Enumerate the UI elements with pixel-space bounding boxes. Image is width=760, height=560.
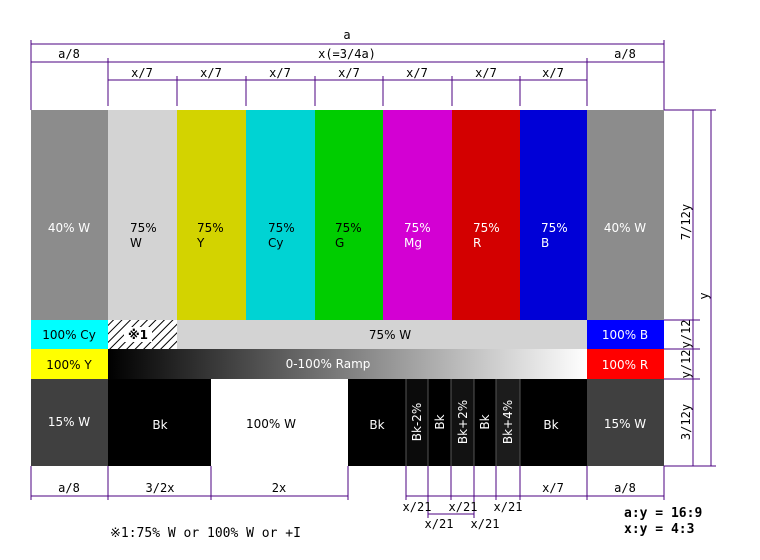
cyan100-label: 100% Cy (42, 328, 96, 342)
dim-label-a: a (343, 28, 350, 42)
red100-label: 100% R (602, 358, 648, 372)
footnote-note1: ※1:75% W or 100% W or +I (110, 526, 301, 541)
note1-label-bg (124, 327, 152, 342)
bar-label-magenta75-name: Mg (404, 236, 422, 250)
bar-blue75 (520, 110, 587, 320)
bar-magenta75 (383, 110, 452, 320)
white100-block (211, 379, 348, 466)
dim-label-x7: x/7 (200, 66, 222, 80)
dim-label-7-12y: 7/12y (679, 204, 693, 240)
dim-label-x21-2: x/21 (425, 517, 454, 531)
ramp-label: 0-100% Ramp (286, 357, 371, 371)
dim-label-3-2x: 3/2x (146, 481, 175, 495)
dim-label-a8-right: a/8 (614, 47, 636, 61)
pluge-label-bk-minus2: Bk-2% (410, 403, 424, 442)
ratio-x-y: x:y = 4:3 (624, 522, 694, 537)
bar-label-white75-name: W (130, 236, 142, 250)
pluge-bk-a (428, 379, 451, 466)
black-block-3-label: Bk (543, 418, 558, 432)
dim-label-x7: x/7 (269, 66, 291, 80)
blue100-label: 100% B (602, 328, 648, 342)
ramp-block (108, 349, 587, 379)
bar-label-red75-name: R (473, 236, 481, 250)
bar-unit-dims: x/7 x/7 x/7 x/7 x/7 x/7 x/7 (108, 66, 587, 81)
dim-label-x7: x/7 (475, 66, 497, 80)
dim-label-a8-left: a/8 (58, 47, 80, 61)
dim-label-a8-bottom-right: a/8 (614, 481, 636, 495)
pluge-label-bk-a: Bk (433, 414, 447, 429)
pluge-bk-minus2 (406, 379, 428, 466)
dim-label-x21-1: x/21 (403, 500, 432, 514)
white75-strip (177, 320, 587, 349)
bar-label-blue75-name: B (541, 236, 549, 250)
bar-white75 (108, 110, 177, 320)
bar-label-blue75-pct: 75% (541, 221, 568, 235)
grey15-left-block (31, 379, 108, 466)
dim-label-y: y (697, 292, 711, 299)
cyan100-block (31, 320, 108, 349)
dim-label-x21-5: x/21 (494, 500, 523, 514)
black-block-2 (348, 379, 406, 466)
yellow100-label: 100% Y (46, 358, 92, 372)
pluge-label-bk-plus2: Bk+2% (456, 400, 470, 444)
bottom-dimensions: a/8 3/2x 2x x/21 x/21 x/21 x/21 x/21 x/7… (30, 466, 665, 531)
bar-red75 (452, 110, 520, 320)
blue100-block (587, 320, 664, 349)
black-block-3 (520, 379, 587, 466)
dim-label-y12-upper: y/12 (679, 320, 693, 349)
grey15-right-label: 15% W (604, 417, 646, 431)
bar-label-yellow75-pct: 75% (197, 221, 224, 235)
dim-label-a8-bottom-left: a/8 (58, 481, 80, 495)
ratio-a-y: a:y = 16:9 (624, 506, 702, 521)
bar-label-red75-pct: 75% (473, 221, 500, 235)
red100-block (587, 349, 664, 379)
dim-label-x7: x/7 (542, 66, 564, 80)
dim-label-x7: x/7 (406, 66, 428, 80)
top-dimensions: a a/8 x(=3/4a) a/8 x/7 x/7 x/7 x/7 x/7 x… (30, 28, 665, 110)
right-dimensions: 7/12y y/12 y/12 3/12y y (664, 109, 716, 467)
row-3: 100% Y 0-100% Ramp 100% R (31, 349, 664, 379)
row-4: 15% W Bk 100% W Bk Bk-2% Bk Bk+2% Bk Bk+… (31, 379, 664, 466)
black-block-1-label: Bk (152, 418, 167, 432)
bar-label-white75-pct: 75% (130, 221, 157, 235)
bar-cyan75 (246, 110, 315, 320)
black-block-1 (108, 379, 211, 466)
black-block-2-label: Bk (369, 418, 384, 432)
dim-label-2x: 2x (272, 481, 286, 495)
pluge-bk-plus4 (496, 379, 520, 466)
bar-yellow75 (177, 110, 246, 320)
bar-label-magenta75-pct: 75% (404, 221, 431, 235)
pluge-label-bk-plus4: Bk+4% (501, 400, 515, 444)
bar-green75 (315, 110, 383, 320)
pluge-bk-plus2 (451, 379, 474, 466)
bar-label-green75-pct: 75% (335, 221, 362, 235)
dim-label-x7: x/7 (338, 66, 360, 80)
note1-label: ※1 (128, 328, 148, 342)
bar-grey40-left (31, 110, 108, 320)
dim-label-y12-lower: y/12 (679, 350, 693, 379)
bar-label-cyan75-name: Cy (268, 236, 283, 250)
dim-label-x-center: x(=3/4a) (318, 47, 376, 61)
pluge-bk-b (474, 379, 496, 466)
grey15-left-label: 15% W (48, 415, 90, 429)
bar-label-cyan75-pct: 75% (268, 221, 295, 235)
dim-label-x7-bottom: x/7 (542, 481, 564, 495)
pluge-label-bk-b: Bk (478, 414, 492, 429)
white75-strip-label: 75% W (369, 328, 411, 342)
dim-label-x21-4: x/21 (471, 517, 500, 531)
bar-label-grey40-right: 40% W (604, 221, 646, 235)
bar-label-yellow75-name: Y (196, 236, 205, 250)
bar-unit-ticks (107, 58, 588, 106)
bar-grey40-right (587, 110, 664, 320)
dim-label-x21-3: x/21 (449, 500, 478, 514)
yellow100-block (31, 349, 108, 379)
grey15-right-block (587, 379, 664, 466)
white100-label: 100% W (246, 417, 296, 431)
color-bars: 40% W 75% W 75% Y 75% Cy 75% G 75% Mg 75… (31, 110, 664, 320)
bar-label-grey40-left: 40% W (48, 221, 90, 235)
dim-label-3-12y: 3/12y (679, 404, 693, 440)
dim-label-x7: x/7 (131, 66, 153, 80)
row-2: 100% Cy ※1 75% W 100% B (31, 320, 664, 349)
bar-label-green75-name: G (335, 236, 344, 250)
